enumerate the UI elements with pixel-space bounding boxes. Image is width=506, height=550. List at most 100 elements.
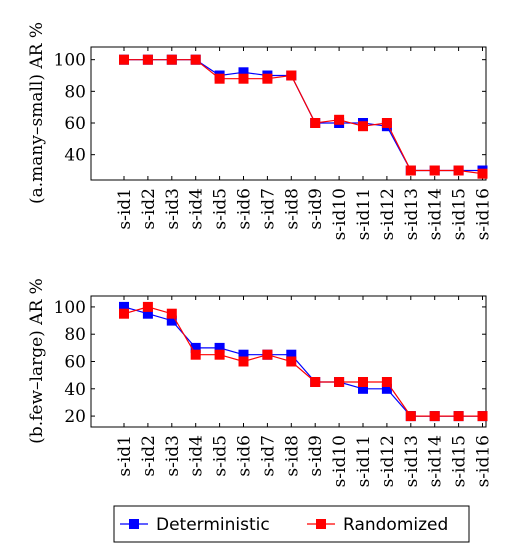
y-tick-label: 20 bbox=[64, 407, 86, 427]
y-axis-ticks: 20 40 60 80 100 bbox=[54, 298, 486, 427]
x-tick-label: s-id9 bbox=[306, 435, 326, 477]
y-tick-label: 100 bbox=[54, 51, 86, 71]
series-layer bbox=[119, 54, 488, 179]
data-point-randomized bbox=[334, 377, 345, 387]
data-point-randomized bbox=[166, 308, 177, 319]
x-tick-label: s-id13 bbox=[402, 435, 422, 487]
data-point-randomized bbox=[429, 165, 440, 176]
y-tick-label: 60 bbox=[64, 353, 86, 373]
series-line-deterministic bbox=[124, 59, 483, 172]
data-point-randomized bbox=[262, 73, 273, 84]
data-point-randomized bbox=[310, 118, 321, 128]
x-tick-label: s-id11 bbox=[354, 435, 374, 487]
data-point-deterministic bbox=[238, 67, 249, 78]
data-point-randomized bbox=[190, 54, 201, 65]
x-tick-label: s-id12 bbox=[378, 188, 398, 240]
x-tick-label: s-id15 bbox=[450, 435, 470, 487]
x-tick-label: s-id3 bbox=[163, 188, 183, 230]
data-point-randomized bbox=[142, 54, 153, 65]
data-point-deterministic bbox=[190, 342, 201, 353]
data-point-randomized bbox=[453, 411, 464, 422]
y-tick-label: 40 bbox=[64, 146, 86, 166]
series-line-randomized bbox=[124, 59, 483, 175]
x-tick-label: s-id2 bbox=[139, 435, 159, 477]
x-tick-label: s-id4 bbox=[187, 435, 207, 477]
data-point-randomized bbox=[166, 54, 177, 65]
data-point-deterministic bbox=[119, 301, 129, 312]
x-tick-label: s-id6 bbox=[235, 188, 255, 230]
x-tick-label: s-id16 bbox=[474, 435, 494, 487]
data-point-deterministic bbox=[214, 342, 225, 353]
plot-frame bbox=[90, 46, 487, 181]
x-tick-label: s-id8 bbox=[282, 188, 302, 230]
chart-panel-a: (a.many–small) AR % 40 60 80 100 s-id1 s-id2… bbox=[27, 22, 494, 240]
x-tick-label: s-id1 bbox=[115, 435, 135, 477]
data-point-randomized bbox=[286, 356, 297, 367]
data-point-randomized bbox=[190, 349, 201, 360]
x-tick-label: s-id5 bbox=[211, 435, 231, 477]
x-tick-label: s-id14 bbox=[426, 188, 446, 240]
data-point-randomized bbox=[286, 70, 297, 81]
series-layer bbox=[119, 301, 488, 422]
x-tick-label: s-id8 bbox=[282, 435, 302, 477]
x-tick-label: s-id4 bbox=[187, 188, 207, 230]
x-tick-label: s-id9 bbox=[306, 188, 326, 230]
data-point-randomized bbox=[358, 121, 368, 132]
x-tick-label: s-id3 bbox=[163, 435, 183, 477]
series-line-randomized bbox=[123, 306, 483, 417]
y-axis-ticks: 40 60 80 100 bbox=[54, 51, 486, 166]
data-point-randomized bbox=[214, 73, 225, 84]
y-tick-label: 40 bbox=[64, 380, 86, 400]
x-tick-label: s-id10 bbox=[330, 435, 350, 487]
legend-marker-randomized bbox=[316, 519, 326, 529]
y-tick-label: 80 bbox=[64, 325, 86, 345]
data-point-randomized bbox=[453, 165, 464, 176]
legend: Deterministic Randomized bbox=[113, 505, 470, 543]
x-tick-label: s-id16 bbox=[474, 188, 494, 240]
data-point-deterministic bbox=[238, 349, 249, 360]
x-tick-label: s-id14 bbox=[426, 435, 446, 487]
x-tick-label: s-id12 bbox=[378, 435, 398, 487]
data-point-deterministic bbox=[166, 315, 177, 326]
data-point-deterministic bbox=[286, 349, 297, 360]
data-point-randomized bbox=[358, 377, 368, 387]
x-tick-label: s-id13 bbox=[402, 188, 422, 240]
data-point-randomized bbox=[405, 165, 416, 176]
data-point-deterministic bbox=[142, 308, 153, 319]
legend-label-randomized: Randomized bbox=[343, 515, 448, 535]
data-point-randomized bbox=[238, 356, 249, 367]
data-point-randomized bbox=[142, 301, 153, 312]
y-tick-label: 60 bbox=[64, 114, 86, 134]
y-axis-title: (a.many–small) AR % bbox=[27, 22, 47, 204]
x-tick-label: s-id10 bbox=[330, 188, 350, 240]
data-point-randomized bbox=[381, 118, 392, 128]
x-tick-label: s-id15 bbox=[450, 188, 470, 240]
data-point-randomized bbox=[238, 73, 249, 84]
x-tick-label: s-id2 bbox=[139, 188, 159, 230]
x-tick-label: s-id7 bbox=[258, 188, 278, 230]
data-point-randomized bbox=[405, 411, 416, 422]
data-point-randomized bbox=[477, 168, 488, 179]
x-tick-label: s-id5 bbox=[211, 188, 231, 230]
x-tick-label: s-id1 bbox=[115, 188, 135, 230]
data-point-randomized bbox=[477, 411, 488, 422]
data-point-deterministic bbox=[358, 383, 368, 394]
legend-marker-deterministic bbox=[129, 519, 139, 529]
x-axis-ticks: s-id1 s-id2 s-id3 s-id4 s-id5 s-id6 s-id7 s-id8… bbox=[115, 47, 494, 240]
data-point-randomized bbox=[119, 54, 129, 65]
x-tick-label: s-id7 bbox=[258, 435, 278, 477]
data-point-randomized bbox=[334, 114, 345, 125]
x-tick-label: s-id11 bbox=[354, 188, 374, 240]
y-axis-title: (b.few–large) AR % bbox=[27, 278, 47, 444]
legend-label-deterministic: Deterministic bbox=[156, 515, 270, 535]
data-point-randomized bbox=[262, 349, 273, 360]
data-point-deterministic bbox=[381, 383, 392, 394]
data-point-randomized bbox=[310, 377, 321, 387]
data-point-randomized bbox=[119, 308, 129, 319]
y-tick-label: 80 bbox=[64, 82, 86, 102]
x-tick-label: s-id6 bbox=[235, 435, 255, 477]
data-point-randomized bbox=[381, 377, 392, 387]
legend-box bbox=[113, 505, 470, 543]
